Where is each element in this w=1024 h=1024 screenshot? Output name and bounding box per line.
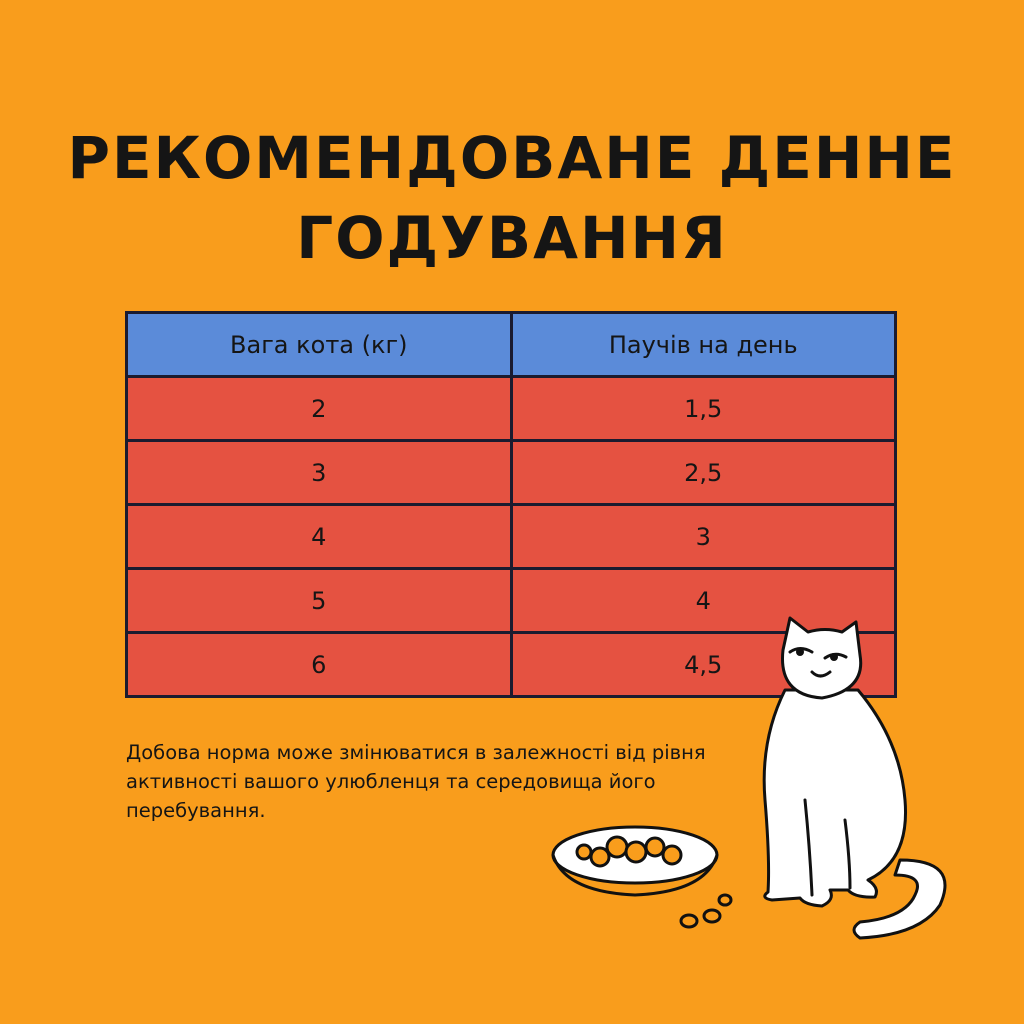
- cat-head: [780, 616, 863, 700]
- bowl-base: [551, 853, 719, 897]
- title: РЕКОМЕНДОВАНЕ ДЕННЕ ГОДУВАННЯ: [0, 118, 1024, 278]
- table-cell: 6: [125, 631, 513, 698]
- table-cell: 5: [125, 567, 513, 634]
- cat-mouth: [810, 670, 832, 678]
- cat-pupil: [830, 653, 838, 661]
- cat-pupil: [796, 648, 804, 656]
- table-cell: 1,5: [509, 375, 897, 442]
- title-line: ГОДУВАННЯ: [296, 204, 728, 272]
- table-cell: 2: [125, 375, 513, 442]
- feeding-table: Вага кота (кг) Паучів на день 2 1,5 3 2,5 4 3…: [125, 311, 897, 698]
- table-cell: 4: [125, 503, 513, 570]
- table-row: 2 1,5: [125, 375, 897, 442]
- kibble: [679, 893, 733, 929]
- cat-tail: [852, 858, 947, 940]
- table-cell: 4: [509, 567, 897, 634]
- table-cell: 3: [125, 439, 513, 506]
- title-line: РЕКОМЕНДОВАНЕ ДЕННЕ: [67, 124, 957, 192]
- header-cell: Вага кота (кг): [125, 311, 513, 378]
- header-cell: Паучів на день: [509, 311, 897, 378]
- table-row: 3 2,5: [125, 439, 897, 506]
- header-row: Вага кота (кг) Паучів на день: [125, 311, 897, 378]
- note: Добова норма може змінюватися в залежнос…: [126, 741, 706, 822]
- cat-leg: [843, 818, 852, 890]
- table-row: 6 4,5: [125, 631, 897, 698]
- table-cell: 2,5: [509, 439, 897, 506]
- cat-leg: [803, 798, 814, 897]
- cat-body: [762, 688, 908, 908]
- food: [575, 835, 683, 868]
- table-cell: 3: [509, 503, 897, 570]
